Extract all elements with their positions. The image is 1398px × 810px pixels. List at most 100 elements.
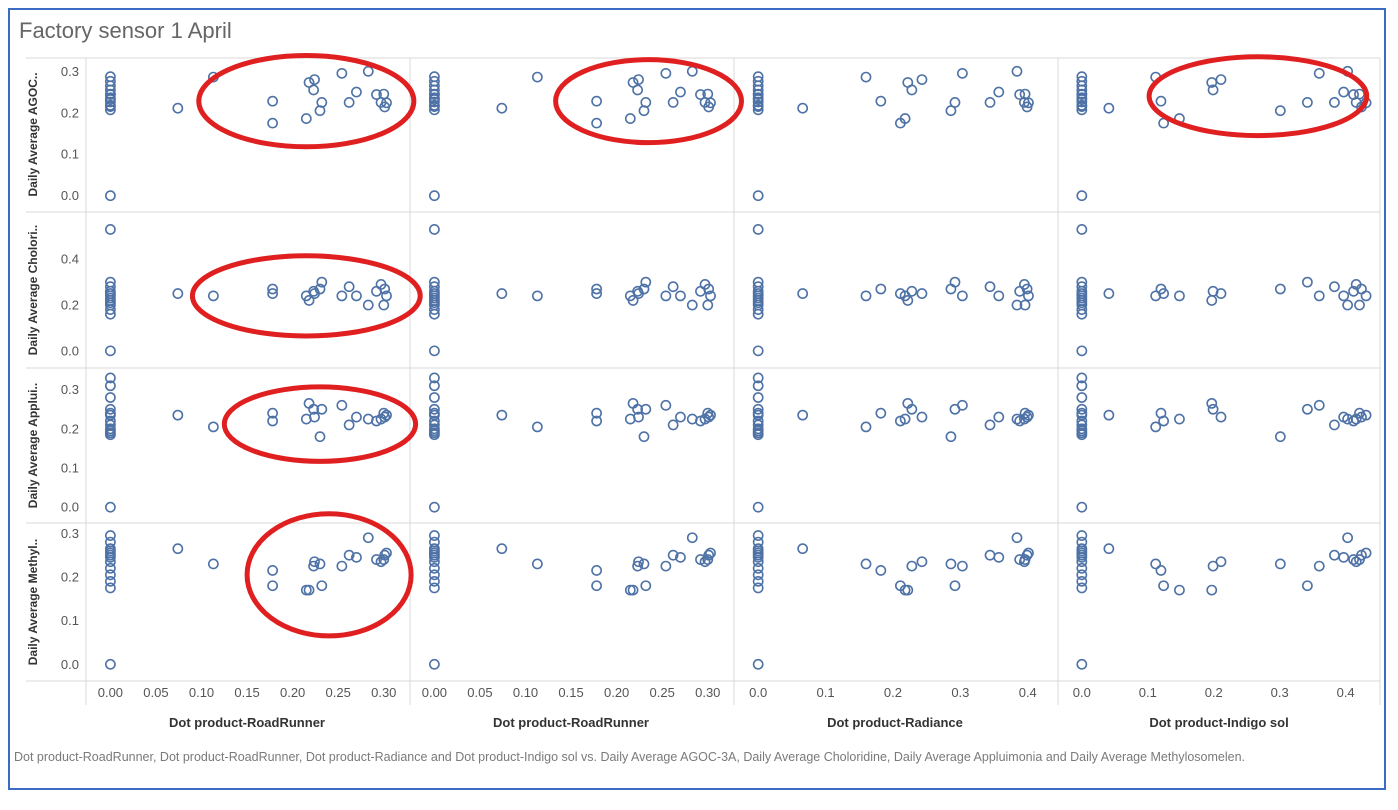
data-point: [316, 403, 328, 415]
data-point: [1207, 560, 1219, 572]
data-point: [351, 411, 362, 423]
data-point: [309, 556, 320, 568]
data-point: [752, 423, 764, 435]
data-point: [336, 290, 348, 302]
data-point: [993, 86, 1005, 98]
data-point: [429, 403, 440, 415]
data-point: [591, 288, 603, 299]
data-point: [105, 582, 116, 594]
data-point: [1360, 409, 1372, 421]
data-point: [429, 562, 440, 574]
annotation-ellipse: [189, 253, 423, 339]
x-axis-label: Dot product-Radiance: [827, 715, 963, 730]
x-tick-label: 0.30: [371, 685, 396, 700]
data-point: [627, 584, 639, 596]
data-point: [429, 530, 440, 541]
data-point: [1011, 299, 1023, 311]
y-tick-label: 0.3: [61, 64, 79, 79]
data-point: [429, 190, 440, 202]
data-point: [105, 304, 116, 316]
data-point: [894, 415, 906, 427]
data-point: [1354, 299, 1365, 311]
data-point: [267, 407, 279, 419]
data-point: [309, 411, 320, 423]
data-point: [381, 409, 392, 421]
data-point: [956, 290, 968, 302]
data-point: [875, 283, 887, 295]
data-point: [797, 288, 809, 299]
data-point: [984, 549, 996, 561]
data-point: [429, 372, 440, 384]
data-point: [429, 94, 440, 105]
data-point: [429, 545, 440, 557]
data-point: [1313, 290, 1325, 302]
x-axis-label: Dot product-Indigo sol: [1149, 715, 1288, 730]
annotation-ellipse: [553, 57, 744, 146]
data-point: [172, 102, 184, 114]
data-point: [633, 74, 644, 85]
data-point: [105, 99, 116, 111]
data-point: [429, 423, 440, 435]
data-point: [381, 97, 392, 109]
page-title: Factory sensor 1 April: [19, 18, 232, 43]
data-point: [752, 501, 764, 513]
data-point: [632, 560, 644, 572]
data-point: [1021, 283, 1033, 295]
data-point: [379, 411, 391, 423]
data-point: [703, 283, 715, 295]
data-point: [703, 549, 715, 561]
y-axis-label: Daily Average Applui..: [26, 383, 40, 508]
data-point: [429, 582, 440, 594]
data-point: [1076, 658, 1088, 670]
y-tick-label: 0.2: [61, 105, 79, 120]
data-point: [105, 403, 116, 415]
data-point: [752, 345, 764, 357]
data-point: [303, 584, 315, 596]
data-point: [316, 96, 328, 108]
data-point: [640, 96, 652, 108]
data-point: [1019, 299, 1031, 311]
data-point: [105, 530, 116, 541]
data-point: [1076, 308, 1088, 320]
data-point: [429, 308, 440, 320]
x-tick-label: 0.3: [1271, 685, 1289, 700]
data-point: [752, 224, 764, 235]
data-point: [1076, 549, 1088, 561]
data-point: [640, 580, 652, 592]
data-point: [1206, 295, 1218, 306]
data-point: [1103, 409, 1115, 421]
data-point: [1021, 411, 1033, 423]
data-point: [624, 113, 636, 124]
data-point: [1076, 104, 1088, 116]
data-point: [638, 558, 650, 570]
data-point: [1338, 290, 1350, 302]
data-point: [752, 392, 764, 403]
data-point: [105, 380, 116, 392]
x-tick-label: 0.20: [280, 685, 305, 700]
y-tick-label: 0.0: [61, 188, 79, 203]
data-point: [1215, 288, 1227, 299]
data-point: [105, 427, 116, 439]
data-point: [1174, 584, 1185, 596]
data-point: [105, 549, 116, 561]
data-point: [429, 304, 440, 316]
data-point: [752, 575, 764, 587]
data-point: [906, 560, 918, 572]
y-tick-label: 0.2: [61, 570, 79, 585]
data-point: [343, 96, 355, 108]
data-point: [1076, 190, 1088, 202]
data-point: [667, 419, 679, 431]
data-point: [1313, 67, 1325, 79]
data-point: [531, 290, 543, 302]
data-point: [429, 345, 440, 357]
y-tick-label: 0.3: [61, 382, 79, 397]
data-point: [531, 71, 543, 83]
data-point: [1158, 288, 1170, 299]
data-point: [1011, 413, 1023, 425]
data-point: [1103, 543, 1115, 555]
x-tick-label: 0.05: [143, 685, 168, 700]
data-point: [949, 580, 961, 592]
data-point: [591, 415, 603, 427]
y-tick-label: 0.2: [61, 298, 79, 313]
x-tick-label: 0.1: [817, 685, 835, 700]
